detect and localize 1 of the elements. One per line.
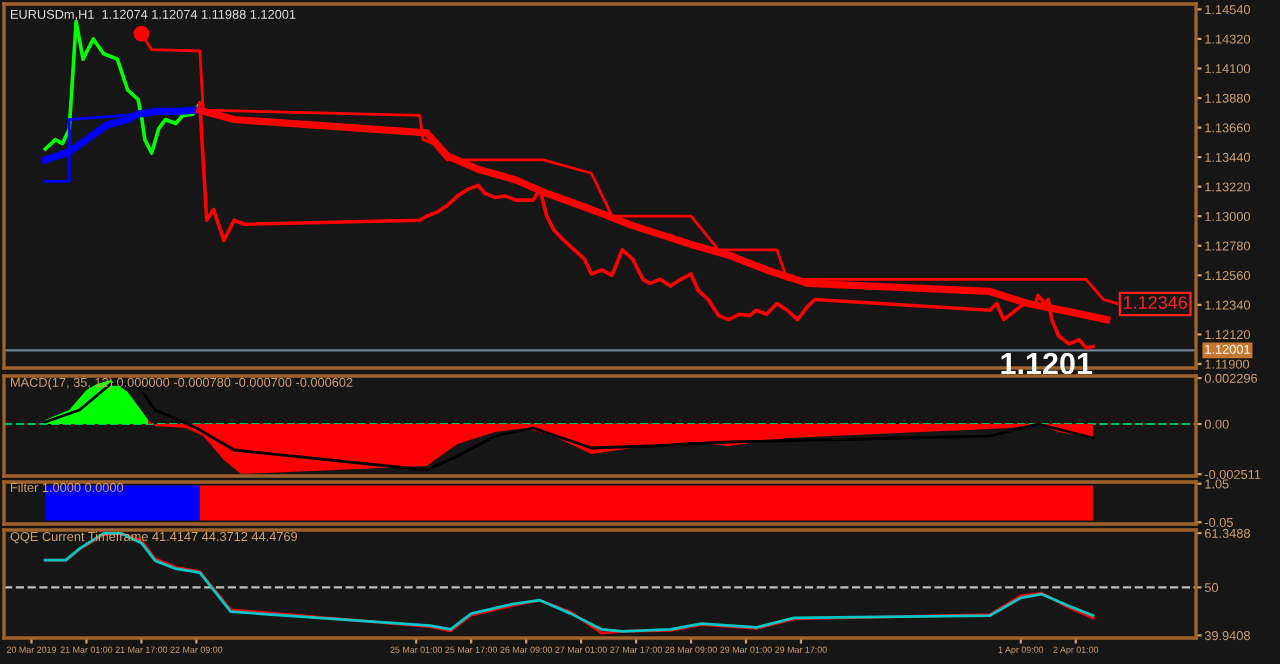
annotation: 1.12346	[1123, 296, 1188, 309]
